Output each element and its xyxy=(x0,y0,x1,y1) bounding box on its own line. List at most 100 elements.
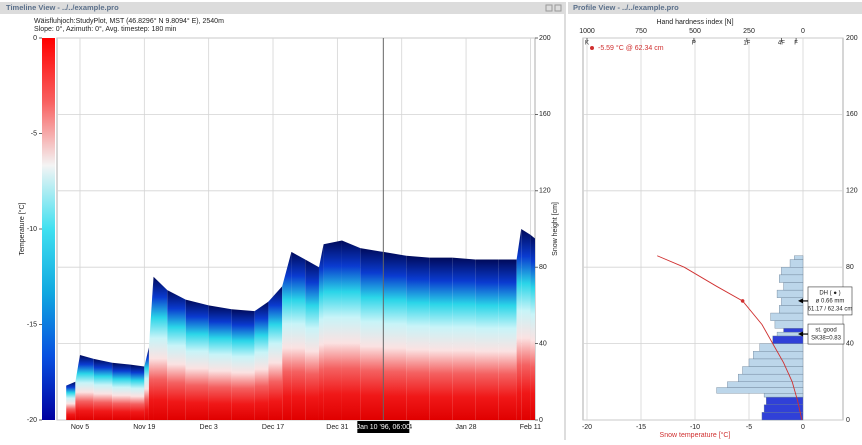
snow-column xyxy=(254,301,269,420)
hardness-bar xyxy=(761,412,804,421)
y-tick-label: 200 xyxy=(539,35,551,42)
hardness-bar xyxy=(759,343,804,352)
snow-column xyxy=(75,355,80,420)
snow-column xyxy=(185,299,209,420)
snow-column xyxy=(268,286,283,420)
hardness-bar xyxy=(794,255,804,260)
snow-column xyxy=(231,309,255,420)
x-tick-label: -20 xyxy=(582,424,592,431)
snow-column xyxy=(429,257,453,420)
snow-column xyxy=(153,276,168,420)
snow-column xyxy=(144,347,149,420)
profile-plot xyxy=(582,37,844,421)
snow-column xyxy=(66,381,76,420)
snow-column xyxy=(406,255,430,420)
snow-column xyxy=(93,358,113,420)
window-title: Profile View - ../../example.pro xyxy=(573,3,679,12)
station-info: Wäisfluhjoch:StudyPlot, MST (46.8296° N … xyxy=(34,17,224,25)
arrow-head xyxy=(798,298,803,304)
snow-column xyxy=(521,229,531,420)
hardness-bar xyxy=(763,393,804,398)
snow-column xyxy=(516,229,522,420)
hardness-label: F xyxy=(794,41,798,47)
hardness-bar xyxy=(727,381,804,388)
hardness-bar xyxy=(779,305,804,314)
station-info: Slope: 0°, Azimuth: 0°, Avg. timestep: 1… xyxy=(34,25,177,33)
top-axis-label: Hand hardness index [N] xyxy=(656,19,733,26)
hardness-bar xyxy=(781,267,804,276)
hardness-label: 4F xyxy=(778,41,785,47)
y-tick-label: 80 xyxy=(846,264,854,271)
hardness-bar xyxy=(763,404,804,413)
snow-column xyxy=(167,290,186,420)
top-tick-label: 750 xyxy=(635,28,647,35)
colorbar-tick-label: 0 xyxy=(33,35,37,42)
hardness-bar xyxy=(738,373,804,383)
legend-label: -5.59 °C @ 62.34 cm xyxy=(598,44,664,52)
arrow-head xyxy=(798,331,803,337)
snow-column xyxy=(148,276,154,420)
snow-column xyxy=(318,244,324,420)
cursor-label-bg xyxy=(357,421,410,433)
hardness-bar xyxy=(770,312,804,321)
colorbar-tick-label: -10 xyxy=(27,226,37,233)
x-tick-label: Feb 11 xyxy=(520,424,541,431)
annotation-text: 61.17 / 62.34 cm xyxy=(808,307,853,313)
hardness-bar xyxy=(774,320,804,329)
snow-column xyxy=(305,259,319,420)
hardness-bar xyxy=(772,335,804,344)
window-button[interactable] xyxy=(554,4,562,12)
annotation-text: SK38=0.83 xyxy=(811,336,842,342)
snow-column xyxy=(498,259,517,420)
snow-column xyxy=(452,257,476,420)
y-tick-label: 120 xyxy=(846,188,858,195)
x-tick-label: -10 xyxy=(690,424,700,431)
y-tick-label: 160 xyxy=(539,111,551,118)
x-tick-label: Nov 5 xyxy=(71,424,89,431)
y-tick-label: 160 xyxy=(846,111,858,118)
window-button[interactable] xyxy=(545,4,553,12)
y-tick-label: 0 xyxy=(539,417,543,424)
colorbar xyxy=(42,38,55,420)
window-title: Timeline View - ../../example.pro xyxy=(6,3,119,12)
legend-marker xyxy=(590,46,594,50)
hardness-bar xyxy=(716,387,804,394)
x-tick-label: Dec 3 xyxy=(200,424,218,431)
y-tick-label: 40 xyxy=(539,340,547,347)
y-tick-label: 0 xyxy=(846,417,850,424)
hardness-bar xyxy=(776,289,804,298)
colorbar-label: Temperature [°C] xyxy=(18,202,26,255)
snow-column xyxy=(282,251,292,420)
hardness-bar xyxy=(789,259,804,268)
y-tick-label: 200 xyxy=(846,35,858,42)
hardness-bar xyxy=(783,282,804,291)
x-tick-label: Jan 28 xyxy=(456,424,477,431)
x-tick-label: Dec 31 xyxy=(326,424,348,431)
snow-column xyxy=(530,234,535,420)
annotation-text: ø 0.66 mm xyxy=(816,299,845,305)
x-tick-label: -15 xyxy=(636,424,646,431)
snow-column xyxy=(112,362,131,420)
x-tick-label: Nov 19 xyxy=(133,424,155,431)
y-tick-label: 120 xyxy=(539,188,551,195)
snow-column xyxy=(323,240,342,420)
annotation-box xyxy=(807,286,853,316)
cursor-label: Jan 10 '96, 06:00 xyxy=(357,424,411,431)
snow-column xyxy=(208,305,232,420)
hardness-label: P xyxy=(692,41,696,47)
x-tick-label: 0 xyxy=(801,424,805,431)
colorbar-tick-label: -20 xyxy=(27,417,37,424)
temperature-profile xyxy=(657,255,803,421)
top-tick-label: 250 xyxy=(743,28,755,35)
title-bar xyxy=(568,2,862,14)
snow-column xyxy=(130,364,145,420)
x-tick-label: -5 xyxy=(746,424,752,431)
snow-column xyxy=(475,259,499,420)
colorbar-tick-label: -5 xyxy=(31,130,37,137)
snow-column xyxy=(360,248,384,420)
colorbar-tick-label: -15 xyxy=(27,321,37,328)
top-tick-label: 500 xyxy=(689,28,701,35)
title-bar xyxy=(0,2,564,14)
